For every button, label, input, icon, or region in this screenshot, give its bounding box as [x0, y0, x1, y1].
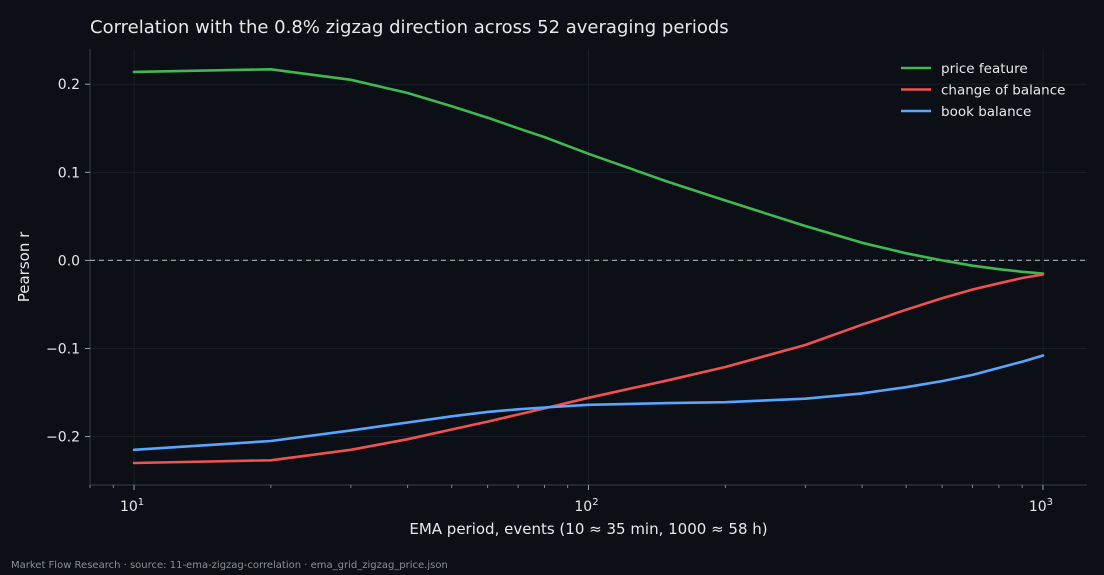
- x-tick-label: 103: [1029, 497, 1053, 515]
- y-tick-label: 0.2: [58, 77, 80, 93]
- y-tick-label: 0.0: [58, 253, 80, 269]
- y-tick-label: −0.1: [46, 341, 80, 357]
- legend-label: change of balance: [941, 83, 1065, 99]
- legend-label: book balance: [941, 104, 1031, 120]
- x-tick-label: 102: [574, 497, 598, 515]
- x-tick-label: 101: [120, 497, 144, 515]
- footer-source-note: Market Flow Research · source: 11-ema-zi…: [11, 560, 448, 571]
- y-tick-label: −0.2: [46, 430, 80, 446]
- series-line-book-balance: [132, 354, 1045, 452]
- chart-title: Correlation with the 0.8% zigzag directi…: [90, 17, 729, 38]
- y-axis-label: Pearson r: [15, 231, 33, 302]
- x-axis-label: EMA period, events (10 ≈ 35 min, 1000 ≈ …: [409, 520, 767, 538]
- y-tick-label: 0.1: [58, 165, 80, 181]
- legend-label: price feature: [941, 61, 1028, 77]
- series-line-price-feature: [132, 68, 1045, 275]
- series-line-change-of-balance: [132, 273, 1045, 465]
